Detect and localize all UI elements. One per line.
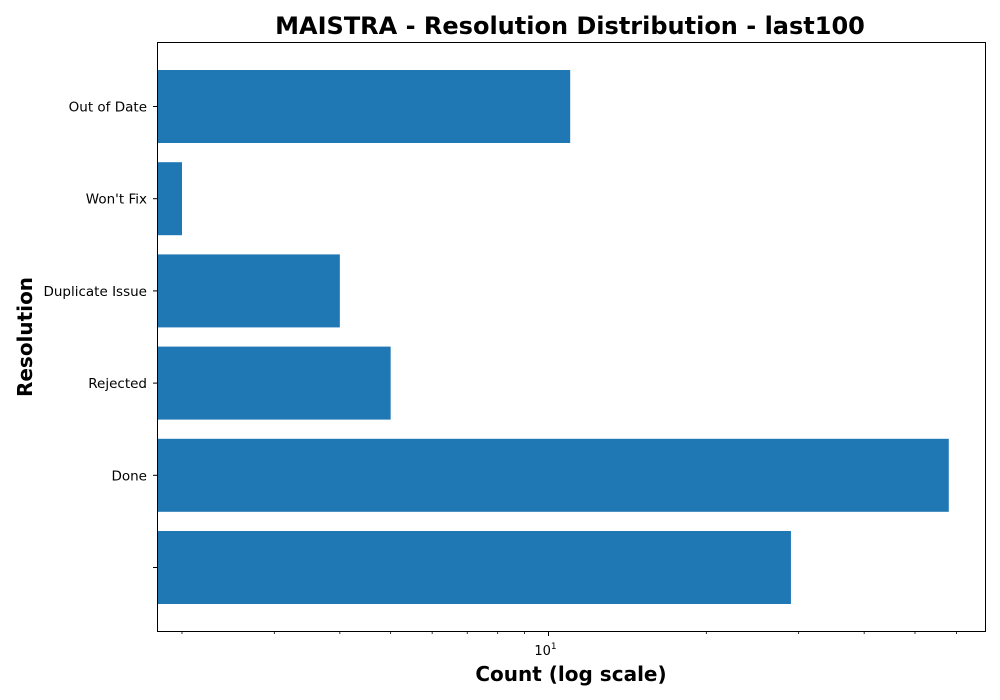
bars-layer — [158, 70, 949, 604]
bar-4 — [158, 162, 182, 236]
bar-3 — [158, 254, 340, 328]
y-tick-label-2: Rejected — [88, 376, 147, 392]
y-tick-label-1: Done — [111, 468, 147, 484]
bar-1 — [158, 438, 949, 512]
y-tick-label-5: Out of Date — [69, 100, 147, 116]
bar-2 — [158, 346, 391, 420]
y-tick-label-3: Duplicate Issue — [43, 284, 147, 300]
bar-0 — [158, 531, 791, 604]
bar-5 — [158, 70, 571, 143]
y-tick-label-4: Won't Fix — [86, 192, 147, 208]
y-axis-label: Resolution — [13, 277, 37, 397]
ticks-layer: Done Rejected Duplicate Issue Won't Fix Out … — [43, 100, 957, 659]
plot-frame — [157, 42, 986, 632]
chart-title: MAISTRA - Resolution Distribution - last… — [275, 12, 865, 40]
x-tick-label-0: 101 — [534, 642, 556, 659]
x-axis-label: Count (log scale) — [475, 662, 666, 686]
